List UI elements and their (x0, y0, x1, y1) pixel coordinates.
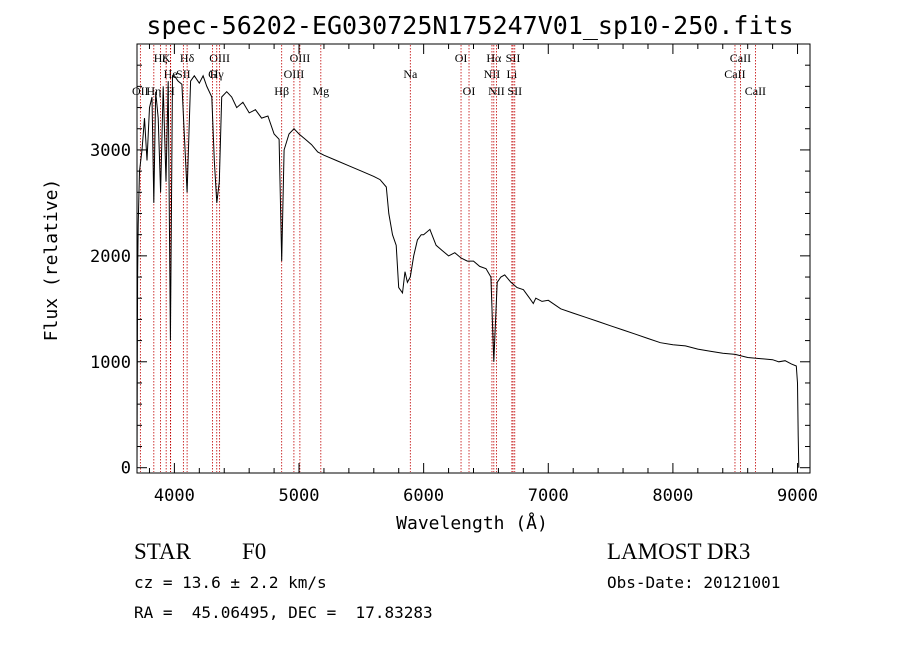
line-marker-label: OII (132, 84, 149, 98)
line-marker-label: OI (463, 84, 476, 98)
spectrum-line (136, 74, 800, 468)
x-axis-label: Wavelength (Å) (396, 512, 548, 534)
line-marker-label: Hα (486, 51, 502, 65)
x-tick-label: 5000 (279, 486, 320, 506)
line-marker-label: SII (506, 51, 521, 65)
coords-label: RA = 45.06495, DEC = 17.83283 (134, 603, 433, 622)
class-label: STAR (134, 539, 191, 564)
x-tick-label: 7000 (528, 486, 569, 506)
line-marker-label: CaII (730, 51, 751, 65)
line-marker-label: Hβ (274, 84, 289, 98)
line-marker-label: Hη (146, 84, 161, 98)
y-tick-label: 2000 (90, 247, 131, 267)
line-marker-label: SII (176, 67, 191, 81)
plot-frame (136, 43, 811, 474)
x-tick-label: 4000 (154, 486, 195, 506)
x-axis-ticks: 4000 5000 6000 7000 8000 9000 (148, 44, 818, 506)
line-marker-label: Na (403, 67, 418, 81)
subclass-label: F0 (242, 539, 267, 564)
y-tick-label: 3000 (90, 141, 131, 161)
line-marker-label: NII (484, 67, 501, 81)
x-tick-label: 8000 (652, 486, 693, 506)
line-marker-label: OIII (284, 67, 305, 81)
y-axis-ticks: 0 1000 2000 3000 (90, 64, 810, 479)
obs-date-label: Obs-Date: 20121001 (607, 573, 781, 592)
x-tick-label: 6000 (403, 486, 444, 506)
line-marker-label: G (208, 67, 217, 81)
line-marker-label: Hγ (210, 67, 225, 81)
line-marker-label: K (162, 51, 171, 65)
line-marker-label: He (164, 67, 178, 81)
line-marker-label: NII (488, 84, 505, 98)
redshift-label: cz = 13.6 ± 2.2 km/s (134, 573, 327, 592)
line-marker-label: OI (455, 51, 468, 65)
y-tick-label: 1000 (90, 353, 131, 373)
line-marker-label: SII (507, 84, 522, 98)
line-marker-label: Hζ (154, 51, 168, 65)
line-marker-label: OIII (290, 51, 311, 65)
line-marker-label: OIII (209, 51, 230, 65)
line-marker-label: CaII (745, 84, 766, 98)
survey-label: LAMOST DR3 (607, 539, 751, 564)
y-tick-label: 0 (121, 459, 131, 479)
line-marker-label: Mg (312, 84, 329, 98)
line-marker-label: H (166, 84, 175, 98)
line-marker-label: Li (507, 67, 518, 81)
x-tick-label: 9000 (777, 486, 818, 506)
line-marker-label: CaII (724, 67, 745, 81)
line-marker-label: Hδ (180, 51, 195, 65)
y-axis-label: Flux (relative) (41, 179, 62, 342)
chart-title: spec-56202-EG030725N175247V01_sp10-250.f… (146, 11, 793, 40)
